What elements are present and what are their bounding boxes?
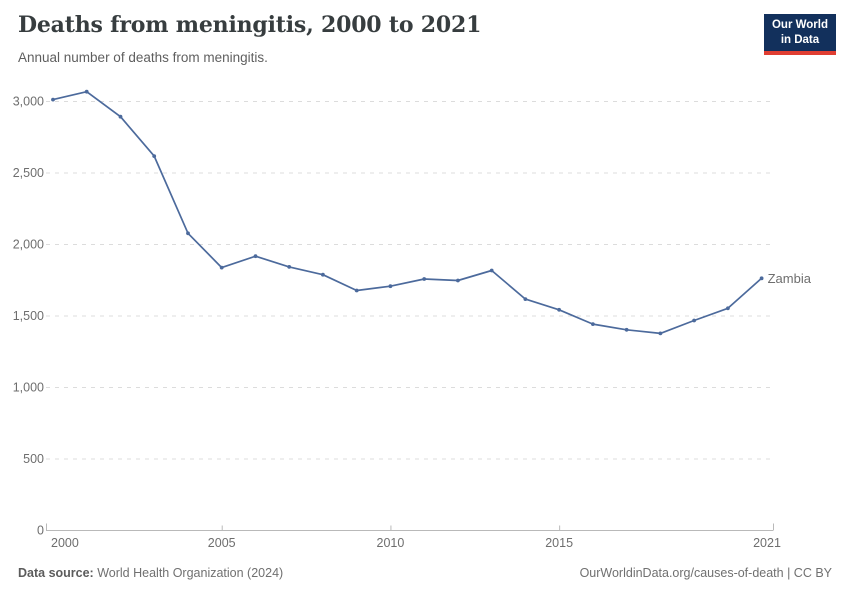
chart-subtitle: Annual number of deaths from meningitis. — [18, 50, 268, 65]
svg-text:1,000: 1,000 — [13, 381, 44, 395]
svg-text:2010: 2010 — [377, 536, 405, 550]
y-axis-labels: 0 500 1,000 1,500 2,000 2,500 3,000 — [13, 95, 44, 538]
svg-text:2015: 2015 — [545, 536, 573, 550]
svg-text:2,500: 2,500 — [13, 166, 44, 180]
svg-text:1,500: 1,500 — [13, 309, 44, 323]
data-source: Data source: World Health Organization (… — [18, 566, 283, 580]
owid-logo-line1: Our World — [771, 19, 828, 31]
svg-text:2005: 2005 — [208, 536, 236, 550]
data-source-label: Data source: — [18, 566, 94, 580]
svg-text:3,000: 3,000 — [13, 95, 44, 109]
series-label-zambia[interactable]: Zambia — [768, 271, 812, 286]
y-gridlines — [46, 101, 773, 460]
svg-text:2000: 2000 — [51, 536, 79, 550]
svg-text:2021: 2021 — [753, 536, 781, 550]
x-axis: 2000 2005 2010 2015 2021 — [46, 523, 781, 550]
svg-text:2,000: 2,000 — [13, 238, 44, 252]
owid-logo[interactable]: Our World in Data — [763, 14, 836, 55]
chart-footer: Data source: World Health Organization (… — [18, 566, 832, 580]
series-zambia[interactable]: Zambia — [51, 89, 812, 336]
line-chart[interactable]: 0 500 1,000 1,500 2,000 2,500 3,000 2000 2005 201… — [0, 0, 850, 560]
attribution-link[interactable]: OurWorldinData.org/causes-of-death | CC … — [579, 566, 832, 580]
svg-text:0: 0 — [37, 524, 44, 538]
page-title: Deaths from meningitis, 2000 to 2021 — [18, 12, 482, 38]
data-source-value: World Health Organization (2024) — [97, 566, 284, 580]
svg-text:500: 500 — [23, 452, 44, 466]
owid-logo-line2: in Data — [780, 33, 820, 46]
